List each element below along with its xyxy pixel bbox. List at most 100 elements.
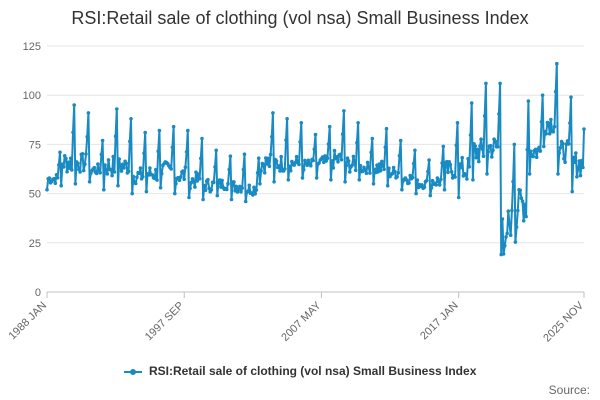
data-point	[453, 175, 457, 179]
data-point	[174, 181, 178, 186]
data-point	[239, 190, 243, 194]
data-point	[479, 137, 483, 141]
data-point	[62, 154, 67, 158]
data-point	[387, 166, 391, 171]
data-point	[150, 173, 155, 177]
data-point	[556, 172, 560, 176]
data-point	[270, 135, 274, 139]
data-point	[87, 180, 92, 184]
data-point	[455, 121, 460, 125]
data-point	[473, 144, 478, 148]
data-point	[286, 178, 291, 182]
data-point	[258, 182, 262, 186]
data-point	[284, 138, 288, 142]
data-point	[579, 158, 584, 163]
data-point	[184, 150, 189, 154]
data-point	[59, 183, 63, 188]
data-point	[78, 170, 82, 174]
data-point	[86, 111, 91, 115]
data-point	[582, 127, 586, 131]
data-point	[115, 107, 119, 111]
data-point	[242, 152, 247, 156]
data-point	[116, 183, 120, 188]
data-point	[478, 144, 482, 148]
data-point	[283, 167, 287, 171]
data-point	[215, 193, 220, 198]
data-point	[72, 103, 76, 107]
data-point	[111, 154, 115, 159]
data-point	[113, 134, 118, 138]
data-point	[436, 179, 441, 184]
data-point	[214, 148, 218, 153]
data-point	[531, 154, 535, 159]
data-point	[527, 172, 532, 176]
data-point	[191, 179, 196, 184]
data-point	[117, 157, 121, 161]
data-point	[384, 126, 389, 131]
data-point	[228, 154, 233, 158]
data-point	[297, 162, 301, 167]
data-point	[194, 170, 198, 174]
x-tick-label: 2017 JAN	[418, 300, 461, 343]
data-point	[520, 199, 525, 203]
data-point	[460, 155, 465, 160]
data-point	[534, 155, 539, 159]
data-point	[212, 180, 216, 185]
data-point	[434, 183, 439, 187]
data-point	[128, 139, 132, 144]
data-point	[157, 128, 162, 133]
data-point	[196, 172, 201, 176]
data-point	[274, 159, 279, 163]
data-point	[261, 163, 266, 167]
data-point	[367, 165, 371, 170]
data-point	[557, 151, 561, 155]
data-point	[446, 170, 450, 175]
data-point	[234, 184, 239, 189]
data-point	[120, 162, 125, 167]
data-point	[380, 159, 384, 164]
y-tick-label: 100	[23, 90, 41, 102]
data-point	[330, 159, 334, 163]
data-point	[429, 185, 434, 190]
data-point	[466, 157, 470, 161]
legend[interactable]: RSI:Retail sale of clothing (vol nsa) Sm…	[0, 364, 600, 378]
data-point	[449, 170, 454, 174]
data-point	[578, 173, 583, 178]
data-point	[503, 243, 507, 248]
data-point	[58, 150, 62, 155]
data-point	[285, 117, 289, 121]
data-point	[71, 130, 75, 135]
data-point	[138, 166, 143, 170]
legend-marker-icon	[123, 367, 142, 377]
data-point	[277, 164, 281, 168]
data-point	[287, 164, 292, 169]
data-point	[549, 117, 553, 122]
x-tick-label: 1997 SEP	[143, 300, 187, 344]
data-point	[345, 156, 350, 160]
data-point	[118, 164, 123, 169]
data-point	[553, 89, 558, 94]
data-point	[411, 161, 416, 166]
data-point	[268, 152, 273, 157]
data-point	[352, 160, 357, 164]
data-point	[195, 179, 199, 183]
x-tick-label: 2007 MAY	[279, 299, 324, 344]
data-point	[309, 163, 313, 168]
legend-label: RSI:Retail sale of clothing (vol nsa) Sm…	[148, 364, 477, 378]
data-point	[206, 177, 210, 182]
data-point	[84, 152, 88, 156]
data-point	[430, 178, 435, 183]
data-point	[312, 147, 317, 151]
data-point	[493, 139, 498, 144]
data-point	[475, 147, 480, 152]
data-point	[262, 171, 267, 175]
data-point	[464, 172, 468, 177]
data-point	[410, 175, 415, 180]
data-point	[562, 156, 566, 161]
data-point	[459, 165, 463, 170]
data-point	[356, 121, 360, 125]
data-point	[68, 156, 73, 161]
data-point	[510, 208, 514, 213]
data-point	[424, 178, 429, 183]
